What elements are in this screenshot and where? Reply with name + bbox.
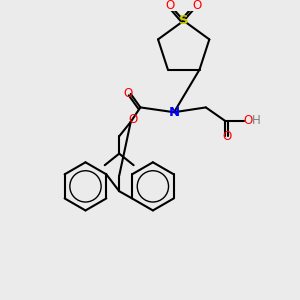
Text: O: O (166, 0, 175, 12)
Text: H: H (251, 114, 260, 128)
Text: O: O (244, 114, 253, 128)
Text: O: O (128, 113, 137, 126)
Text: S: S (179, 14, 188, 27)
Text: O: O (222, 130, 232, 143)
Text: O: O (123, 87, 133, 101)
Text: N: N (169, 106, 180, 119)
Text: O: O (193, 0, 202, 12)
